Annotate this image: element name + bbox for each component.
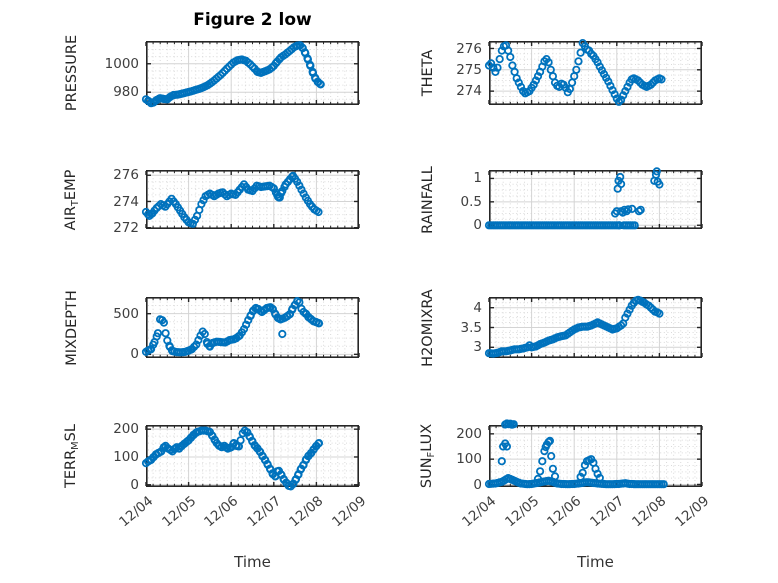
y-axis-label-pressure: PRESSURE [64, 34, 80, 112]
y-tick-label: 500 [113, 305, 139, 322]
y-tick-label: 3.5 [460, 319, 482, 336]
x-axis-label-left: Time [234, 553, 271, 571]
y-tick-label: 200 [113, 421, 139, 438]
x-tick-label: 12/05 [501, 493, 542, 531]
y-tick-label: 276 [113, 167, 139, 184]
plot-area-mixdepth [141, 296, 360, 359]
y-axis-label-terrmsl: TERRMSL [62, 424, 82, 488]
subplot-pressure: PRESSURE 980 1000 [64, 35, 360, 111]
plot-area-pressure [141, 41, 360, 108]
x-tick-label: 12/09 [672, 493, 713, 531]
y-axis-label-sunflux: SUNFLUX [418, 423, 438, 489]
y-axis-label-mixdepth: MIXDEPTH [64, 289, 80, 366]
x-tick-label: 12/05 [158, 493, 199, 531]
y-tick-label: 274 [456, 83, 482, 100]
plot-area-h2omixra [484, 295, 703, 359]
y-axis-label-rainfall: RAINFALL [420, 165, 436, 234]
y-axis-label-airtemp: AIRTEMP [62, 169, 82, 230]
y-axis-label-theta: THETA [420, 49, 436, 97]
y-tick-label: 4 [473, 299, 482, 316]
y-tick-label: 100 [456, 451, 482, 468]
subplot-terrmsl: TERRMSL 0 100 200 12/04 12/05 12/06 12/07 12/08 1… [63, 421, 369, 530]
plot-area-terrmsl [141, 425, 360, 491]
y-tick-label: 276 [456, 40, 482, 57]
plot-area-airtemp [141, 170, 360, 230]
subplot-sunflux: SUNFLUX 0 100 200 12/04 12/05 12/06 12/07 12/08 1… [419, 419, 712, 530]
y-tick-label: 275 [456, 61, 482, 78]
x-tick-label: 12/08 [629, 493, 670, 531]
plot-area-rainfall [484, 167, 703, 230]
x-tick-label: 12/04 [459, 493, 500, 531]
subplot-airtemp: AIRTEMP 272 274 276 [63, 167, 360, 236]
x-tick-label: 12/07 [586, 493, 628, 531]
y-tick-label: 980 [113, 84, 139, 101]
y-tick-label: 0 [473, 476, 482, 493]
figure-title: Figure 2 low [193, 10, 312, 30]
y-tick-label: 3 [473, 339, 482, 356]
subplot-h2omixra: H2OMIXRA 3 3.5 4 [420, 289, 703, 366]
subplot-mixdepth: MIXDEPTH 0 500 [64, 290, 360, 365]
plot-area-theta [484, 38, 703, 106]
x-tick-label: 12/06 [201, 493, 242, 531]
x-axis-label-right: Time [577, 553, 614, 571]
y-tick-label: 0 [130, 346, 139, 363]
x-tick-label: 12/04 [116, 493, 157, 531]
subplot-theta: THETA 274 275 276 [420, 38, 703, 106]
y-tick-label: 274 [113, 193, 139, 210]
y-tick-label: 272 [113, 219, 139, 236]
y-tick-label: 1 [473, 170, 482, 187]
y-tick-label: 0.5 [460, 193, 482, 210]
plot-area-sunflux [484, 419, 703, 489]
x-tick-label: 12/09 [329, 493, 370, 531]
x-tick-label: 12/07 [243, 493, 285, 531]
y-tick-label: 200 [456, 425, 482, 442]
y-axis-label-h2omixra: H2OMIXRA [420, 288, 436, 367]
y-tick-label: 0 [130, 476, 139, 493]
y-tick-label: 1000 [104, 55, 139, 72]
y-tick-label: 0 [473, 217, 482, 234]
subplot-rainfall: RAINFALL 0 0.5 1 [420, 166, 703, 233]
y-tick-label: 100 [113, 449, 139, 465]
x-tick-label: 12/08 [286, 493, 327, 531]
x-tick-label: 12/06 [544, 493, 585, 531]
